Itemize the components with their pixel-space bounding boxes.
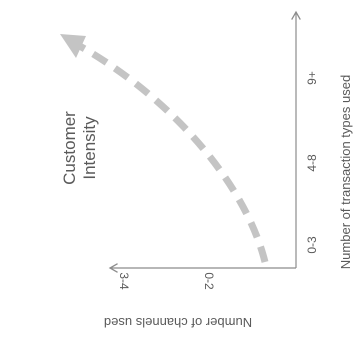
- title-group: Customer Intensity: [60, 111, 99, 185]
- x-tick-0-3: 0-3: [305, 236, 319, 254]
- y-tick-3-4: 3-4: [117, 272, 131, 290]
- title-line-1: Customer: [60, 111, 79, 185]
- y-axis-label: Number of channels used: [104, 315, 252, 330]
- title-line-2: Intensity: [80, 116, 99, 180]
- y-tick-0-2: 0-2: [202, 272, 216, 290]
- intensity-curve-arrow: [76, 41, 269, 263]
- x-tick-9-plus: 9+: [305, 71, 319, 85]
- intensity-arrowhead: [60, 34, 86, 58]
- x-tick-4-8: 4-8: [305, 154, 319, 172]
- x-axis-label: Number of transaction types used: [338, 75, 353, 269]
